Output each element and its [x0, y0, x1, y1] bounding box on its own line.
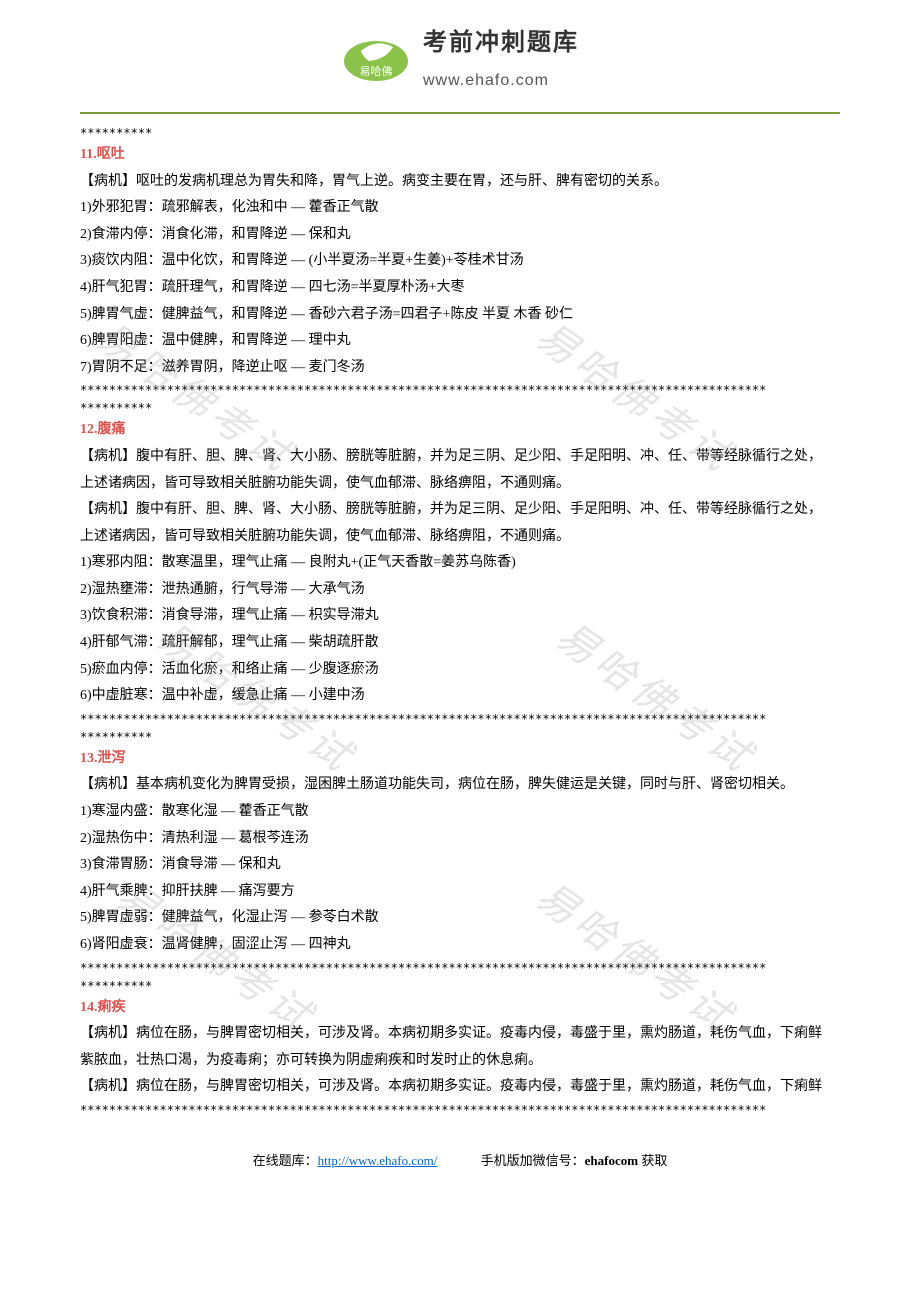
content-wrap: ********** 11.呕吐【病机】呕吐的发病机理总为胃失和降，胃气上逆。病…	[80, 124, 840, 1119]
content-line: 【病机】基本病机变化为脾胃受损，湿困脾土肠道功能失司，病位在肠，脾失健运是关键，…	[80, 772, 840, 799]
content-line: 4)肝郁气滞：疏肝解郁，理气止痛 — 柴胡疏肝散	[80, 630, 840, 657]
content-line: 5)瘀血内停：活血化瘀，和络止痛 — 少腹逐瘀汤	[80, 657, 840, 684]
content-line: 4)肝气乘脾：抑肝扶脾 — 痛泻要方	[80, 879, 840, 906]
star-separator: ****************************************…	[80, 381, 840, 399]
content-line: 1)寒湿内盛：散寒化湿 — 藿香正气散	[80, 799, 840, 826]
content-line: 【病机】呕吐的发病机理总为胃失和降，胃气上逆。病变主要在胃，还与肝、脾有密切的关…	[80, 169, 840, 196]
star-separator: **********	[80, 977, 840, 995]
star-separator: ****************************************…	[80, 710, 840, 728]
content-line: 5)脾胃气虚：健脾益气，和胃降逆 — 香砂六君子汤=四君子+陈皮 半夏 木香 砂…	[80, 302, 840, 329]
page-footer: 在线题库：http://www.ehafo.com/ 手机版加微信号：ehafo…	[80, 1149, 840, 1174]
section-number: 14.	[80, 1000, 98, 1015]
content-line: 7)胃阴不足：滋养胃阴，降逆止呕 — 麦门冬汤	[80, 355, 840, 382]
header-title: 考前冲刺题库	[423, 20, 579, 66]
footer-label-get: 获取	[638, 1153, 667, 1168]
section-heading: 12.腹痛	[80, 417, 840, 444]
section-number: 11.	[80, 147, 97, 162]
content-line: 3)痰饮内阻：温中化饮，和胃降逆 — (小半夏汤=半夏+生姜)+苓桂术甘汤	[80, 248, 840, 275]
footer-label-online: 在线题库：	[253, 1153, 318, 1168]
footer-label-wechat: 手机版加微信号：	[481, 1153, 585, 1168]
logo-icon: 易哈佛	[341, 33, 411, 83]
section-number: 12.	[80, 422, 98, 437]
star-separator: **********	[80, 124, 840, 142]
content-line: 【病机】腹中有肝、胆、脾、肾、大小肠、膀胱等脏腑，并为足三阴、足少阳、手足阳明、…	[80, 497, 840, 524]
star-separator: **********	[80, 728, 840, 746]
content-line: 【病机】腹中有肝、胆、脾、肾、大小肠、膀胱等脏腑，并为足三阴、足少阳、手足阳明、…	[80, 444, 840, 471]
section-heading: 11.呕吐	[80, 142, 840, 169]
content-line: 【病机】病位在肠，与脾胃密切相关，可涉及肾。本病初期多实证。疫毒内侵，毒盛于里，…	[80, 1074, 840, 1101]
header-url: www.ehafo.com	[423, 66, 579, 96]
footer-link[interactable]: http://www.ehafo.com/	[318, 1153, 438, 1168]
star-separator: ****************************************…	[80, 1101, 840, 1119]
content-line: 1)外邪犯胃：疏邪解表，化浊和中 — 藿香正气散	[80, 195, 840, 222]
footer-wechat-id: ehafocom	[585, 1153, 638, 1168]
content-line: 6)脾胃阳虚：温中健脾，和胃降逆 — 理中丸	[80, 328, 840, 355]
content-line: 6)中虚脏寒：温中补虚，缓急止痛 — 小建中汤	[80, 683, 840, 710]
content-line: 上述诸病因，皆可导致相关脏腑功能失调，使气血郁滞、脉络痹阻，不通则痛。	[80, 524, 840, 551]
section-number: 13.	[80, 751, 98, 766]
section-title: 呕吐	[97, 147, 125, 162]
content-line: 3)食滞胃肠：消食导滞 — 保和丸	[80, 852, 840, 879]
section-title: 泄泻	[98, 751, 126, 766]
content-line: 3)饮食积滞：消食导滞，理气止痛 — 枳实导滞丸	[80, 603, 840, 630]
star-separator: **********	[80, 399, 840, 417]
section-title: 痢疾	[98, 1000, 126, 1015]
logo-text: 易哈佛	[360, 65, 393, 78]
content-line: 2)湿热伤中：清热利湿 — 葛根芩连汤	[80, 826, 840, 853]
content-line: 4)肝气犯胃：疏肝理气，和胃降逆 — 四七汤=半夏厚朴汤+大枣	[80, 275, 840, 302]
content-line: 2)食滞内停：消食化滞，和胃降逆 — 保和丸	[80, 222, 840, 249]
header-divider	[80, 112, 840, 114]
content-line: 5)脾胃虚弱：健脾益气，化湿止泻 — 参苓白术散	[80, 905, 840, 932]
content-line: 【病机】病位在肠，与脾胃密切相关，可涉及肾。本病初期多实证。疫毒内侵，毒盛于里，…	[80, 1021, 840, 1048]
section-heading: 14.痢疾	[80, 995, 840, 1022]
content-line: 上述诸病因，皆可导致相关脏腑功能失调，使气血郁滞、脉络痹阻，不通则痛。	[80, 471, 840, 498]
content-line: 紫脓血，壮热口渴，为疫毒痢；亦可转换为阴虚痢疾和时发时止的休息痢。	[80, 1048, 840, 1075]
star-separator: ****************************************…	[80, 959, 840, 977]
section-title: 腹痛	[98, 422, 126, 437]
section-heading: 13.泄泻	[80, 746, 840, 773]
content-line: 1)寒邪内阻：散寒温里，理气止痛 — 良附丸+(正气天香散=姜苏乌陈香)	[80, 550, 840, 577]
content-line: 6)肾阳虚衰：温肾健脾，固涩止泻 — 四神丸	[80, 932, 840, 959]
content-line: 2)湿热壅滞：泄热通腑，行气导滞 — 大承气汤	[80, 577, 840, 604]
header-text-block: 考前冲刺题库 www.ehafo.com	[423, 20, 579, 96]
page-header: 易哈佛 考前冲刺题库 www.ehafo.com	[80, 0, 840, 106]
